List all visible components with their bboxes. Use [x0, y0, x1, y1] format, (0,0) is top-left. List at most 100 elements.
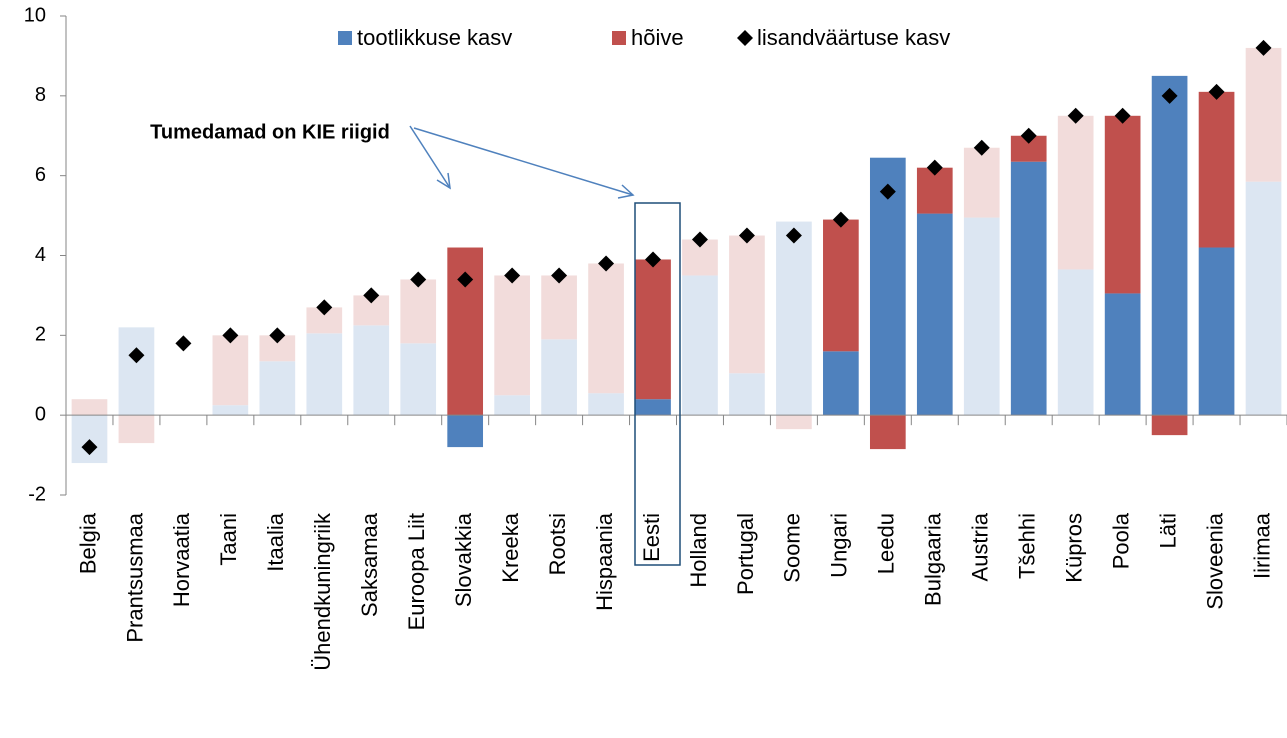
bar	[494, 275, 530, 396]
y-tick-label: 10	[24, 4, 46, 26]
x-tick-label: Rootsi	[545, 513, 570, 575]
x-tick-label: Iirimaa	[1249, 512, 1274, 579]
x-tick-label: Tšehhi	[1015, 513, 1040, 579]
x-tick-label: Ungari	[827, 513, 852, 578]
bar	[259, 361, 296, 416]
x-tick-label: Läti	[1155, 513, 1180, 548]
marker	[222, 327, 239, 344]
bar	[869, 415, 906, 450]
bar	[823, 351, 859, 416]
marker	[691, 231, 708, 248]
bar	[71, 399, 108, 416]
x-tick-label: Euroopa Liit	[404, 513, 429, 630]
y-tick-label: -2	[28, 483, 46, 505]
bar	[400, 279, 437, 344]
y-tick-label: 0	[35, 403, 46, 425]
bar	[212, 405, 249, 416]
bar	[306, 333, 343, 416]
bar	[447, 415, 484, 448]
bar	[1057, 115, 1094, 270]
bar	[776, 221, 812, 416]
bar	[588, 393, 624, 416]
bar	[1151, 75, 1188, 416]
marker	[1208, 83, 1225, 100]
legend-marker	[737, 30, 753, 46]
bar	[635, 259, 671, 400]
marker	[551, 267, 568, 284]
bar	[682, 275, 718, 416]
bar	[1245, 181, 1282, 416]
bar	[776, 415, 812, 430]
legend-label: lisandväärtuse kasv	[757, 25, 950, 50]
y-tick-label: 6	[35, 164, 46, 186]
bar	[1151, 415, 1188, 436]
bar	[963, 217, 1000, 416]
marker	[1161, 87, 1178, 104]
marker	[1067, 107, 1084, 124]
marker	[504, 267, 521, 284]
marker	[645, 251, 662, 268]
x-tick-label: Soome	[780, 513, 805, 583]
y-tick-label: 8	[35, 84, 46, 106]
x-tick-label: Belgia	[75, 512, 100, 574]
x-tick-label: Hispaania	[592, 512, 617, 611]
bar	[400, 343, 437, 416]
bar	[1198, 91, 1235, 248]
x-tick-label: Sloveenia	[1202, 512, 1227, 609]
x-tick-label: Slovakkia	[451, 512, 476, 607]
x-tick-label: Bulgaaria	[921, 512, 946, 606]
marker	[1020, 127, 1037, 144]
bar	[541, 339, 577, 416]
marker	[1114, 107, 1131, 124]
bar	[1245, 47, 1282, 182]
marker	[738, 227, 755, 244]
marker	[832, 211, 849, 228]
x-tick-label: Austria	[968, 512, 993, 581]
bar	[635, 399, 671, 416]
marker	[785, 227, 802, 244]
marker	[973, 139, 990, 156]
marker	[879, 183, 896, 200]
bar	[963, 147, 1000, 218]
marker	[363, 287, 380, 304]
bar	[212, 335, 249, 406]
marker	[128, 347, 145, 364]
x-tick-label: Küpros	[1061, 513, 1086, 583]
legend-label: tootlikkuse kasv	[357, 25, 512, 50]
x-tick-label: Saksamaa	[357, 512, 382, 617]
marker	[457, 271, 474, 288]
bar	[588, 263, 624, 394]
bar	[1057, 269, 1094, 416]
bar	[353, 325, 390, 416]
bar	[1104, 293, 1141, 416]
annotation: Tumedamad on KIE riigid	[150, 121, 390, 143]
y-tick-label: 2	[35, 324, 46, 346]
x-tick-label: Leedu	[874, 513, 899, 574]
marker	[410, 271, 427, 288]
legend-marker	[338, 31, 352, 45]
bar	[916, 213, 953, 416]
marker	[81, 439, 98, 456]
bar	[729, 235, 765, 374]
legend-marker	[612, 31, 626, 45]
bar	[494, 395, 530, 416]
marker	[926, 159, 943, 176]
bar	[729, 373, 765, 416]
x-tick-label: Portugal	[733, 513, 758, 595]
bar	[869, 157, 906, 416]
marker	[1255, 39, 1272, 56]
annotation-arrows	[409, 125, 635, 199]
highlight-box	[634, 202, 681, 566]
marker	[269, 327, 286, 344]
bar	[1104, 115, 1141, 294]
marker	[598, 255, 615, 272]
marker	[175, 335, 192, 352]
x-tick-label: Ühendkuningriik	[310, 512, 335, 671]
bar	[118, 415, 155, 444]
bar	[1198, 247, 1235, 416]
bar	[823, 219, 859, 352]
x-tick-label: Eesti	[639, 513, 664, 562]
x-tick-label: Kreeka	[498, 512, 523, 582]
bar	[1010, 161, 1047, 416]
